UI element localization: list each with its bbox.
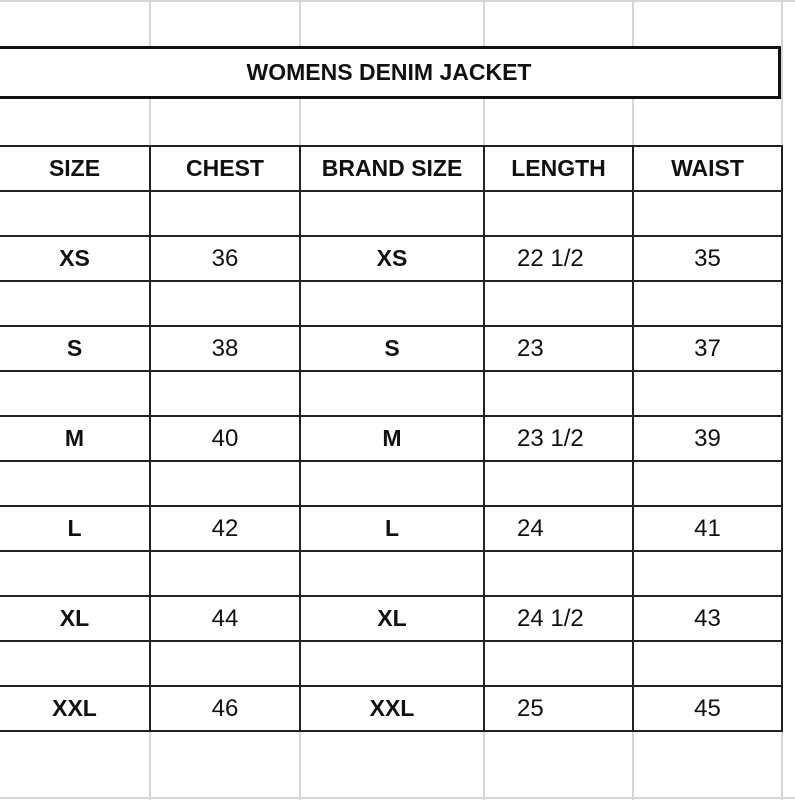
spacer-row (0, 460, 783, 507)
empty-cell (632, 280, 783, 327)
cell-length: 24 (483, 505, 634, 552)
empty-cell (299, 640, 485, 687)
cell-size: L (0, 505, 151, 552)
empty-cell (483, 280, 634, 327)
empty-cell (483, 370, 634, 417)
cell-brand-size: S (299, 325, 485, 372)
cell-waist: 43 (632, 595, 783, 642)
spacer-row (0, 280, 783, 327)
cell-chest: 44 (149, 595, 301, 642)
header-waist: WAIST (632, 145, 783, 192)
empty-cell (299, 190, 485, 237)
empty-cell (483, 190, 634, 237)
empty-cell (632, 460, 783, 507)
empty-cell (632, 190, 783, 237)
cell-waist: 45 (632, 685, 783, 732)
cell-chest: 42 (149, 505, 301, 552)
empty-cell (149, 460, 301, 507)
empty-cell (149, 280, 301, 327)
table-row: L 42 L 24 41 (0, 505, 783, 552)
cell-chest: 46 (149, 685, 301, 732)
cell-size: XL (0, 595, 151, 642)
table-row: S 38 S 23 37 (0, 325, 783, 372)
cell-waist: 41 (632, 505, 783, 552)
table-row: XXL 46 XXL 25 45 (0, 685, 783, 732)
cell-waist: 35 (632, 235, 783, 282)
empty-cell (483, 460, 634, 507)
cell-brand-size: XXL (299, 685, 485, 732)
empty-cell (299, 280, 485, 327)
spacer-row (0, 370, 783, 417)
empty-cell (0, 190, 151, 237)
cell-length: 25 (483, 685, 634, 732)
cell-length: 24 1/2 (483, 595, 634, 642)
header-brand-size: BRAND SIZE (299, 145, 485, 192)
spacer-row (0, 190, 783, 237)
spacer-row (0, 640, 783, 687)
empty-cell (632, 640, 783, 687)
gridline (781, 0, 783, 800)
cell-brand-size: XS (299, 235, 485, 282)
empty-cell (632, 370, 783, 417)
cell-chest: 40 (149, 415, 301, 462)
chart-title: WOMENS DENIM JACKET (0, 46, 781, 99)
header-chest: CHEST (149, 145, 301, 192)
cell-brand-size: M (299, 415, 485, 462)
table-row: M 40 M 23 1/2 39 (0, 415, 783, 462)
cell-size: M (0, 415, 151, 462)
header-length: LENGTH (483, 145, 634, 192)
empty-cell (149, 190, 301, 237)
size-chart-table: SIZE CHEST BRAND SIZE LENGTH WAIST XS 36 X… (0, 145, 783, 732)
table-row: XS 36 XS 22 1/2 35 (0, 235, 783, 282)
empty-cell (0, 370, 151, 417)
cell-size: S (0, 325, 151, 372)
cell-brand-size: XL (299, 595, 485, 642)
empty-cell (149, 370, 301, 417)
empty-cell (632, 550, 783, 597)
empty-cell (299, 370, 485, 417)
cell-waist: 39 (632, 415, 783, 462)
cell-length: 23 1/2 (483, 415, 634, 462)
cell-length: 23 (483, 325, 634, 372)
cell-size: XXL (0, 685, 151, 732)
empty-cell (483, 640, 634, 687)
cell-chest: 38 (149, 325, 301, 372)
spacer-row (0, 550, 783, 597)
cell-brand-size: L (299, 505, 485, 552)
empty-cell (299, 460, 485, 507)
empty-cell (0, 640, 151, 687)
empty-cell (483, 550, 634, 597)
header-row: SIZE CHEST BRAND SIZE LENGTH WAIST (0, 145, 783, 192)
header-size: SIZE (0, 145, 151, 192)
empty-cell (149, 640, 301, 687)
empty-cell (149, 550, 301, 597)
cell-size: XS (0, 235, 151, 282)
empty-cell (0, 280, 151, 327)
empty-cell (0, 550, 151, 597)
gridline (0, 0, 795, 2)
empty-cell (299, 550, 485, 597)
empty-cell (0, 460, 151, 507)
table-row: XL 44 XL 24 1/2 43 (0, 595, 783, 642)
cell-length: 22 1/2 (483, 235, 634, 282)
cell-waist: 37 (632, 325, 783, 372)
gridline (0, 797, 795, 799)
cell-chest: 36 (149, 235, 301, 282)
